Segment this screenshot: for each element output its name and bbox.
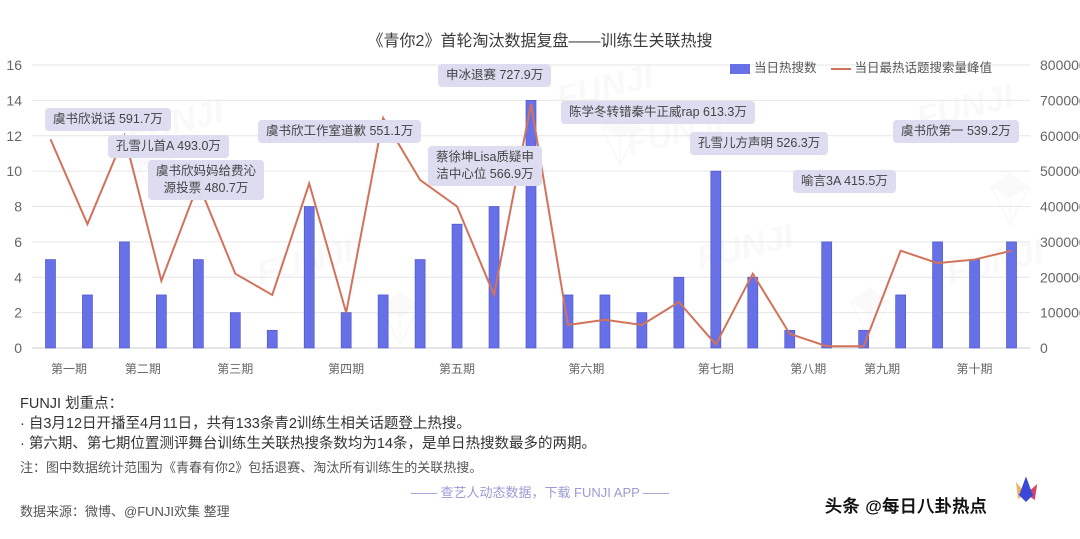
svg-text:10: 10	[6, 163, 22, 179]
svg-text:14: 14	[6, 92, 22, 108]
svg-text:0: 0	[14, 340, 22, 356]
svg-text:0: 0	[1040, 340, 1048, 356]
svg-text:6: 6	[14, 234, 22, 250]
svg-text:8: 8	[14, 199, 22, 215]
svg-text:4000000: 4000000	[1040, 199, 1080, 215]
svg-text:7000000: 7000000	[1040, 92, 1080, 108]
svg-text:4: 4	[14, 269, 22, 285]
svg-text:2: 2	[14, 305, 22, 321]
svg-text:12: 12	[6, 128, 22, 144]
svg-text:1000000: 1000000	[1040, 305, 1080, 321]
svg-text:8000000: 8000000	[1040, 57, 1080, 73]
svg-text:6000000: 6000000	[1040, 128, 1080, 144]
svg-text:3000000: 3000000	[1040, 234, 1080, 250]
svg-text:5000000: 5000000	[1040, 163, 1080, 179]
svg-text:2000000: 2000000	[1040, 269, 1080, 285]
svg-text:16: 16	[6, 57, 22, 73]
